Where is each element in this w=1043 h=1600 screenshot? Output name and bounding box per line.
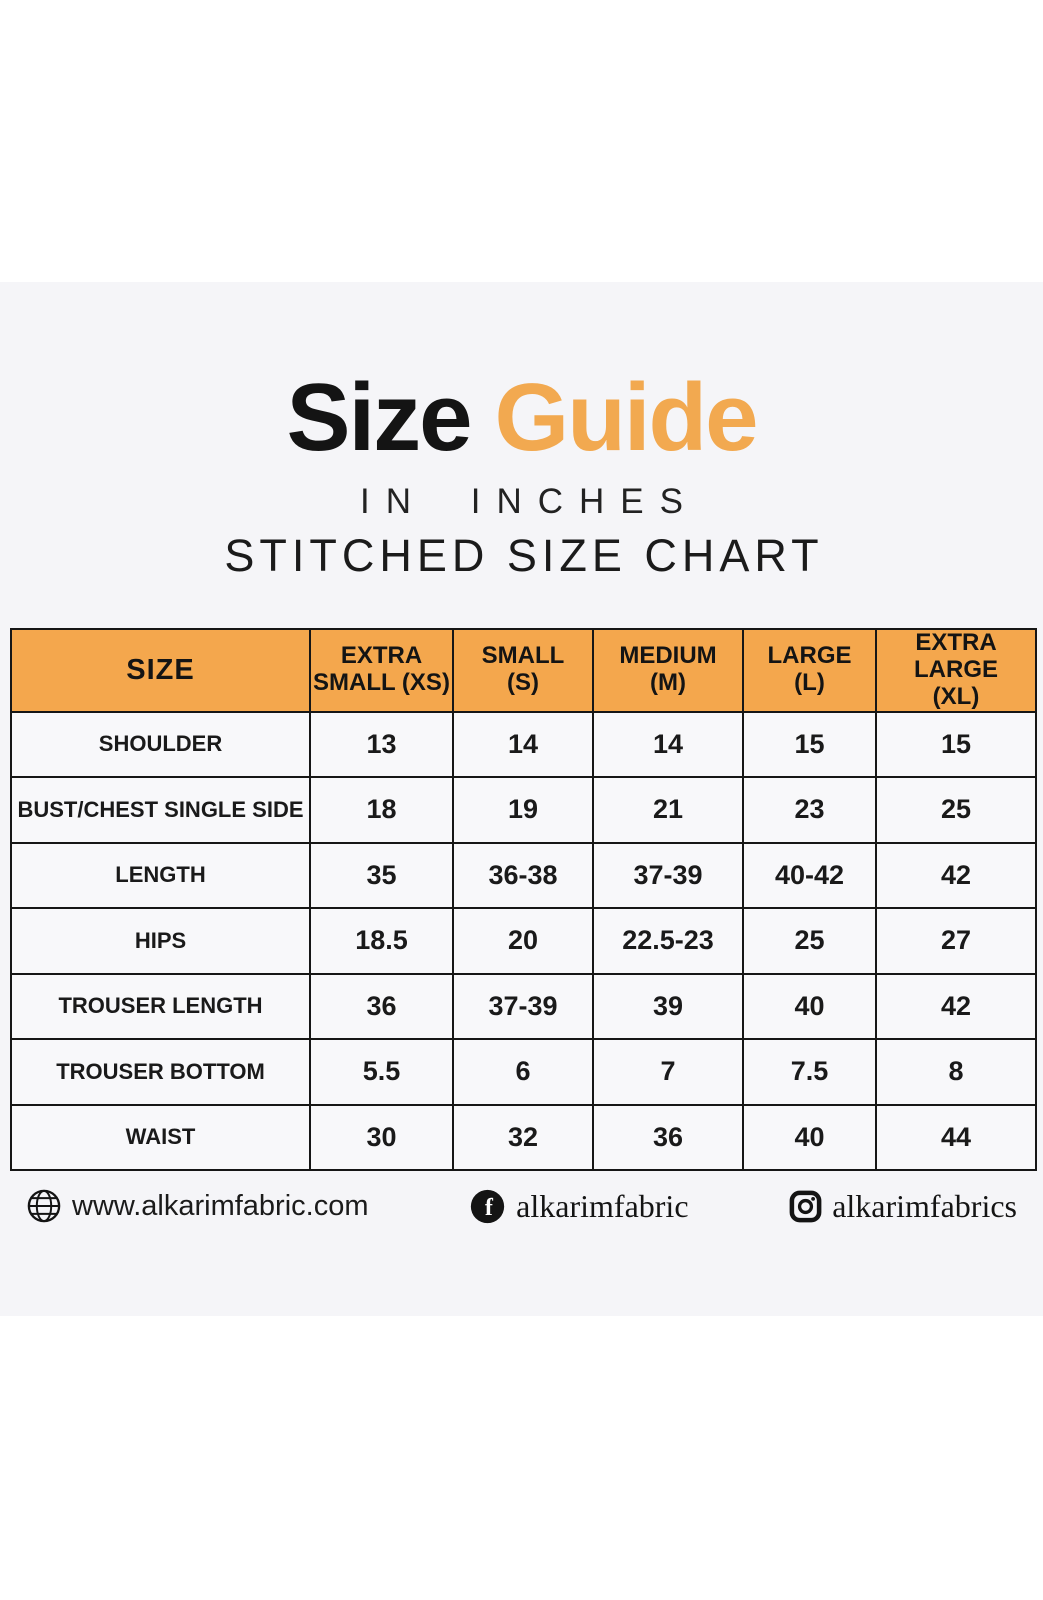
cell-value: 40-42 bbox=[742, 841, 877, 910]
header-cell-size: SIZE bbox=[10, 628, 311, 713]
header-cell-xl: EXTRA LARGE (XL) bbox=[875, 628, 1037, 713]
page-title: Size Guide bbox=[0, 370, 1043, 466]
table-row-length: LENGTH 35 36-38 37-39 40-42 42 bbox=[10, 841, 1037, 910]
table-row-trouser-bottom: TROUSER BOTTOM 5.5 6 7 7.5 8 bbox=[10, 1038, 1037, 1106]
cell-value: 6 bbox=[452, 1038, 594, 1106]
cell-value: 20 bbox=[452, 907, 594, 975]
cell-value: 32 bbox=[452, 1103, 594, 1172]
table-header-row: SIZE EXTRA SMALL (XS) SMALL (S) MEDIUM (… bbox=[10, 628, 1037, 713]
cell-value: 18 bbox=[309, 776, 454, 844]
cell-value: 5.5 bbox=[309, 1038, 454, 1106]
facebook-icon: f bbox=[469, 1188, 506, 1225]
cell-value: 36-38 bbox=[452, 841, 594, 910]
row-label: WAIST bbox=[10, 1103, 311, 1172]
cell-value: 42 bbox=[875, 972, 1037, 1041]
website-label: www.alkarimfabric.com bbox=[72, 1189, 369, 1222]
cell-value: 25 bbox=[742, 907, 877, 975]
table-row-shoulder: SHOULDER 13 14 14 15 15 bbox=[10, 710, 1037, 779]
cell-value: 37-39 bbox=[452, 972, 594, 1041]
cell-value: 19 bbox=[452, 776, 594, 844]
title-word-guide: Guide bbox=[494, 364, 759, 471]
size-table: SIZE EXTRA SMALL (XS) SMALL (S) MEDIUM (… bbox=[10, 628, 1037, 1172]
instagram-label: alkarimfabrics bbox=[832, 1187, 1017, 1224]
title-word-size: Size bbox=[286, 364, 472, 471]
cell-value: 7 bbox=[592, 1038, 744, 1106]
table-row-bust-chest: BUST/CHEST SINGLE SIDE 18 19 21 23 25 bbox=[10, 776, 1037, 844]
table-row-trouser-length: TROUSER LENGTH 36 37-39 39 40 42 bbox=[10, 972, 1037, 1041]
globe-icon bbox=[26, 1188, 62, 1224]
cell-value: 27 bbox=[875, 907, 1037, 975]
cell-value: 40 bbox=[742, 1103, 877, 1172]
footer-website: www.alkarimfabric.com bbox=[26, 1188, 369, 1224]
cell-value: 35 bbox=[309, 841, 454, 910]
table-row-waist: WAIST 30 32 36 40 44 bbox=[10, 1103, 1037, 1172]
title-block: Size Guide IN INCHES STITCHED SIZE CHART bbox=[0, 370, 1043, 582]
cell-value: 14 bbox=[592, 710, 744, 779]
cell-value: 22.5-23 bbox=[592, 907, 744, 975]
svg-text:f: f bbox=[485, 1194, 494, 1220]
footer: www.alkarimfabric.com f alkarimfabric al… bbox=[0, 1180, 1043, 1232]
cell-value: 36 bbox=[592, 1103, 744, 1172]
facebook-label: alkarimfabric bbox=[516, 1187, 689, 1224]
cell-value: 36 bbox=[309, 972, 454, 1041]
footer-facebook: f alkarimfabric bbox=[469, 1187, 689, 1225]
cell-value: 42 bbox=[875, 841, 1037, 910]
cell-value: 8 bbox=[875, 1038, 1037, 1106]
cell-value: 21 bbox=[592, 776, 744, 844]
instagram-icon bbox=[789, 1190, 822, 1223]
cell-value: 13 bbox=[309, 710, 454, 779]
header-cell-m: MEDIUM (M) bbox=[592, 628, 744, 713]
row-label: BUST/CHEST SINGLE SIDE bbox=[10, 776, 311, 844]
cell-value: 14 bbox=[452, 710, 594, 779]
row-label: LENGTH bbox=[10, 841, 311, 910]
row-label: TROUSER LENGTH bbox=[10, 972, 311, 1041]
cell-value: 15 bbox=[742, 710, 877, 779]
cell-value: 25 bbox=[875, 776, 1037, 844]
header-cell-s: SMALL (S) bbox=[452, 628, 594, 713]
cell-value: 44 bbox=[875, 1103, 1037, 1172]
cell-value: 30 bbox=[309, 1103, 454, 1172]
cell-value: 7.5 bbox=[742, 1038, 877, 1106]
subtitle-stitched-size-chart: STITCHED SIZE CHART bbox=[224, 530, 824, 581]
cell-value: 23 bbox=[742, 776, 877, 844]
cell-value: 18.5 bbox=[309, 907, 454, 975]
subtitle-in-inches: IN INCHES bbox=[360, 482, 699, 521]
row-label: SHOULDER bbox=[10, 710, 311, 779]
header-cell-xs: EXTRA SMALL (XS) bbox=[309, 628, 454, 713]
row-label: TROUSER BOTTOM bbox=[10, 1038, 311, 1106]
footer-instagram: alkarimfabrics bbox=[789, 1188, 1017, 1225]
cell-value: 39 bbox=[592, 972, 744, 1041]
header-cell-l: LARGE (L) bbox=[742, 628, 877, 713]
row-label: HIPS bbox=[10, 907, 311, 975]
content-band: Size Guide IN INCHES STITCHED SIZE CHART … bbox=[0, 282, 1043, 1316]
cell-value: 15 bbox=[875, 710, 1037, 779]
cell-value: 37-39 bbox=[592, 841, 744, 910]
cell-value: 40 bbox=[742, 972, 877, 1041]
table-row-hips: HIPS 18.5 20 22.5-23 25 27 bbox=[10, 907, 1037, 975]
